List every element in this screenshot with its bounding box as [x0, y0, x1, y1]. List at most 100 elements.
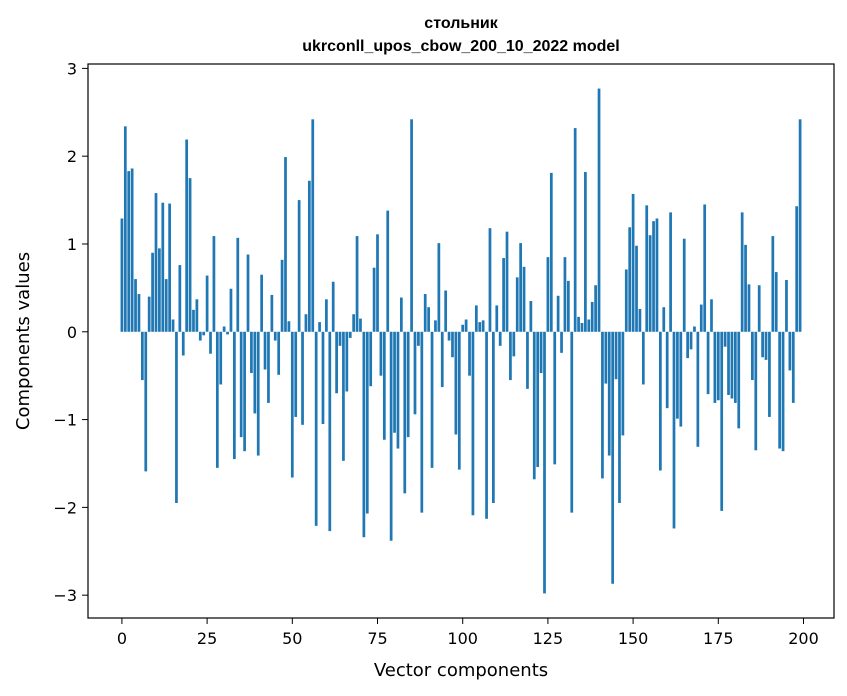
bar [437, 243, 441, 332]
bar [607, 331, 611, 456]
bar [757, 285, 761, 332]
bar [294, 331, 298, 417]
bar [192, 309, 195, 332]
bar [614, 331, 618, 380]
bar [365, 331, 369, 514]
y-tick-label: −3 [53, 586, 77, 605]
x-tick-label: 175 [703, 629, 734, 648]
bar [621, 331, 625, 436]
bar [331, 281, 335, 332]
x-axis-ticks: 0 25 50 75 100 125 150 175 200 [117, 618, 819, 648]
bar [478, 322, 482, 332]
bar [158, 248, 161, 332]
x-tick-label: 200 [788, 629, 819, 648]
bar [215, 331, 219, 468]
bar [178, 265, 182, 332]
bar [171, 319, 175, 332]
bar [512, 331, 516, 357]
bar [699, 304, 703, 332]
bar [338, 331, 342, 346]
bar [321, 331, 325, 424]
bar [713, 331, 717, 403]
bar [270, 294, 274, 332]
bar [624, 269, 628, 332]
x-tick-label: 150 [618, 629, 649, 648]
y-tick-label: −1 [53, 411, 77, 430]
bar [604, 331, 608, 384]
bar [229, 288, 233, 332]
bar [440, 331, 444, 388]
bar [468, 331, 471, 376]
bar [263, 331, 267, 370]
bar [522, 266, 526, 332]
bar [420, 331, 424, 513]
bar [403, 331, 407, 494]
bar [669, 212, 672, 332]
bar [267, 331, 270, 403]
bar [219, 331, 223, 385]
bar [311, 119, 315, 332]
bar [730, 331, 734, 399]
bar [638, 308, 642, 332]
bar [601, 331, 604, 479]
bar [791, 331, 795, 403]
bar [485, 331, 488, 519]
bar [689, 331, 693, 350]
bar [665, 331, 669, 409]
bar [543, 331, 546, 594]
bar [553, 331, 557, 465]
x-tick-label: 75 [367, 629, 387, 648]
bar [751, 331, 754, 381]
bar [716, 331, 720, 401]
bar [498, 331, 502, 346]
bar [376, 234, 379, 332]
bar [233, 331, 236, 460]
bar [580, 323, 584, 332]
bar [209, 331, 212, 354]
bar [430, 331, 434, 468]
x-tick-label: 100 [447, 629, 478, 648]
bar [352, 314, 356, 332]
x-tick-label: 125 [533, 629, 564, 648]
bar [471, 331, 475, 516]
bar [560, 331, 563, 353]
bar [788, 331, 792, 371]
bar [648, 235, 652, 332]
bar [246, 254, 250, 332]
chart-subtitle: ukrconll_upos_cbow_200_10_2022 model [302, 38, 619, 55]
bar [492, 331, 495, 503]
bar [253, 331, 257, 414]
bar [413, 331, 417, 415]
bar [198, 331, 202, 341]
bar [798, 119, 802, 332]
bar [795, 206, 799, 332]
bar [645, 205, 649, 332]
bar [348, 331, 352, 338]
bar [284, 157, 287, 332]
bar [570, 331, 574, 513]
bar [447, 331, 451, 341]
bar [410, 119, 413, 332]
bar [710, 299, 713, 332]
bar [144, 331, 148, 472]
bar [130, 168, 134, 332]
bar [318, 322, 321, 332]
bar [379, 331, 383, 376]
bar [434, 320, 437, 332]
y-axis-label: Components values [13, 252, 34, 430]
bar [168, 203, 171, 332]
bar [509, 331, 512, 381]
bar [526, 331, 529, 389]
bar [597, 88, 601, 332]
bar [635, 245, 638, 332]
bar [359, 318, 362, 332]
bar [686, 331, 689, 359]
bar [706, 331, 710, 395]
x-tick-label: 50 [282, 629, 302, 648]
x-tick-label: 25 [197, 629, 217, 648]
bar [393, 331, 396, 433]
bar [761, 331, 764, 358]
bar [195, 299, 199, 332]
